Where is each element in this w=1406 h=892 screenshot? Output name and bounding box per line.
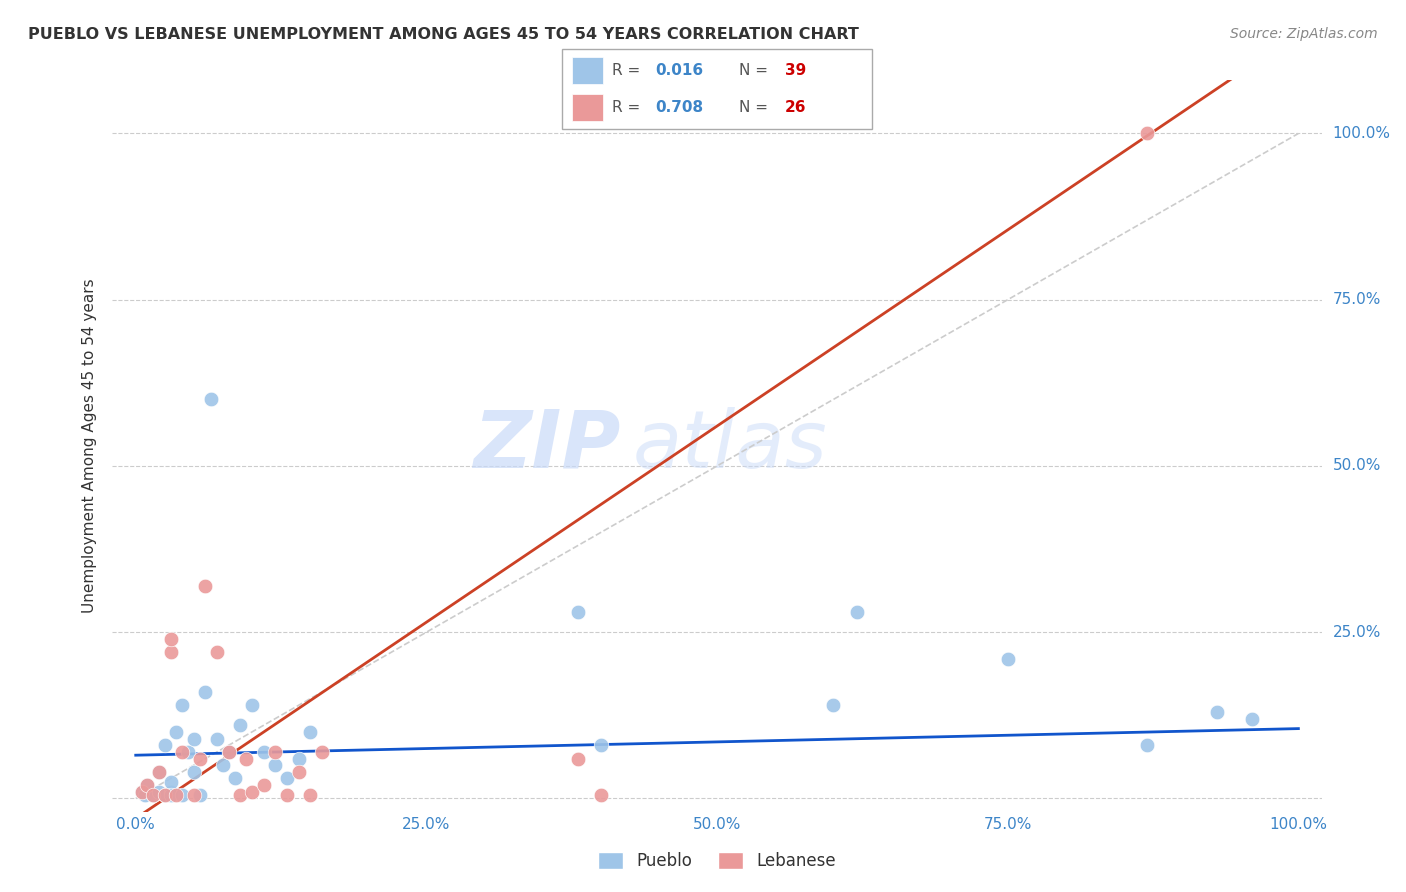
Point bbox=[205, 645, 228, 659]
Point bbox=[183, 788, 205, 802]
Point bbox=[252, 745, 274, 759]
Point bbox=[235, 751, 257, 765]
Point bbox=[165, 788, 187, 802]
Point bbox=[240, 698, 263, 713]
Text: ZIP: ZIP bbox=[472, 407, 620, 485]
Point bbox=[299, 788, 322, 802]
Point bbox=[287, 764, 309, 779]
Text: 0.016: 0.016 bbox=[655, 63, 703, 78]
Point bbox=[142, 788, 165, 802]
Text: 25.0%: 25.0% bbox=[1333, 624, 1381, 640]
Point bbox=[997, 652, 1019, 666]
Text: Source: ZipAtlas.com: Source: ZipAtlas.com bbox=[1230, 27, 1378, 41]
Text: 39: 39 bbox=[785, 63, 807, 78]
Point bbox=[172, 788, 194, 802]
Text: 0.708: 0.708 bbox=[655, 100, 703, 115]
Text: N =: N = bbox=[738, 100, 772, 115]
Text: 100.0%: 100.0% bbox=[1333, 126, 1391, 141]
Text: N =: N = bbox=[738, 63, 772, 78]
Text: atlas: atlas bbox=[633, 407, 827, 485]
Point bbox=[1240, 712, 1263, 726]
Point bbox=[134, 788, 156, 802]
Point bbox=[194, 685, 217, 699]
Point bbox=[1136, 738, 1159, 752]
Point bbox=[142, 788, 165, 802]
Point bbox=[589, 738, 612, 752]
Point bbox=[287, 751, 309, 765]
Point bbox=[159, 645, 181, 659]
Point bbox=[229, 718, 252, 732]
Point bbox=[1136, 127, 1159, 141]
Point bbox=[205, 731, 228, 746]
Point bbox=[1206, 705, 1229, 719]
Point bbox=[172, 745, 194, 759]
Point bbox=[153, 788, 176, 802]
Point bbox=[172, 698, 194, 713]
Y-axis label: Unemployment Among Ages 45 to 54 years: Unemployment Among Ages 45 to 54 years bbox=[82, 278, 97, 614]
Point bbox=[131, 785, 153, 799]
Point bbox=[311, 745, 333, 759]
Point bbox=[218, 745, 240, 759]
Point bbox=[212, 758, 235, 772]
Point bbox=[177, 745, 200, 759]
Text: 75.0%: 75.0% bbox=[1333, 293, 1381, 307]
Text: 26: 26 bbox=[785, 100, 807, 115]
Point bbox=[276, 772, 298, 786]
Point bbox=[264, 745, 287, 759]
Point bbox=[200, 392, 222, 407]
Point bbox=[136, 778, 159, 792]
Point bbox=[148, 764, 170, 779]
Point bbox=[188, 788, 211, 802]
Point bbox=[188, 751, 211, 765]
Legend: Pueblo, Lebanese: Pueblo, Lebanese bbox=[592, 845, 842, 877]
Text: PUEBLO VS LEBANESE UNEMPLOYMENT AMONG AGES 45 TO 54 YEARS CORRELATION CHART: PUEBLO VS LEBANESE UNEMPLOYMENT AMONG AG… bbox=[28, 27, 859, 42]
Point bbox=[148, 764, 170, 779]
Point bbox=[165, 725, 187, 739]
Point bbox=[567, 751, 589, 765]
Point bbox=[264, 758, 287, 772]
Point bbox=[153, 788, 176, 802]
Point bbox=[823, 698, 845, 713]
Point bbox=[299, 725, 322, 739]
Point bbox=[136, 778, 159, 792]
Point bbox=[183, 764, 205, 779]
Point bbox=[159, 632, 181, 646]
Text: R =: R = bbox=[612, 63, 645, 78]
Point bbox=[183, 731, 205, 746]
Point bbox=[153, 738, 176, 752]
Point bbox=[159, 788, 181, 802]
FancyBboxPatch shape bbox=[562, 49, 872, 129]
Point bbox=[194, 579, 217, 593]
Point bbox=[589, 788, 612, 802]
Text: 50.0%: 50.0% bbox=[1333, 458, 1381, 474]
Point bbox=[276, 788, 298, 802]
FancyBboxPatch shape bbox=[572, 57, 603, 85]
Point bbox=[229, 788, 252, 802]
Point bbox=[131, 785, 153, 799]
Point bbox=[567, 605, 589, 619]
Point bbox=[252, 778, 274, 792]
Point bbox=[148, 785, 170, 799]
Point bbox=[159, 774, 181, 789]
Point bbox=[845, 605, 868, 619]
Point bbox=[159, 785, 181, 799]
FancyBboxPatch shape bbox=[572, 94, 603, 121]
Point bbox=[224, 772, 246, 786]
Point bbox=[240, 785, 263, 799]
Text: R =: R = bbox=[612, 100, 645, 115]
Point bbox=[218, 745, 240, 759]
